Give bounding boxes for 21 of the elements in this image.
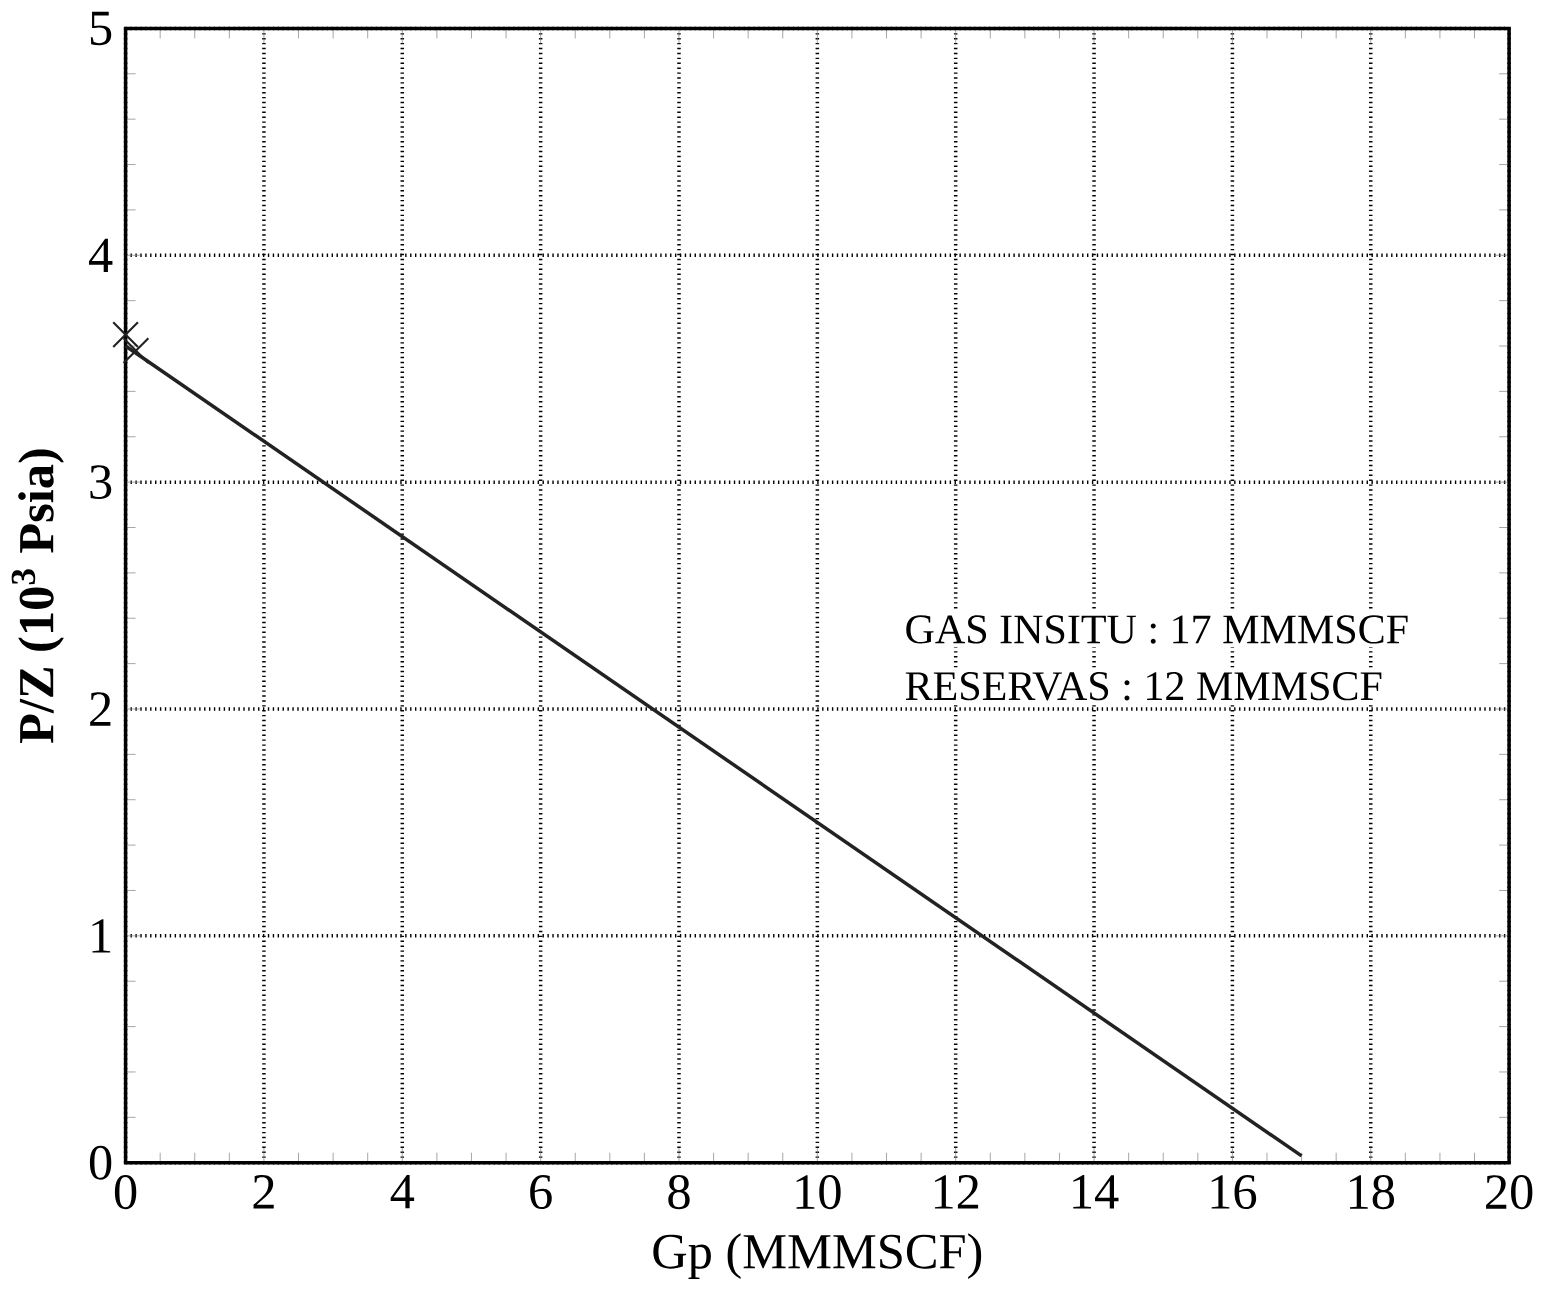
x-tick-label: 2 [253, 1175, 274, 1209]
y-tick-label: 5 [90, 11, 112, 46]
x-tick-label: 6 [530, 1175, 552, 1210]
y-tick-label: 0 [89, 1145, 112, 1180]
y-axis-title: P/Z (10$^{3}$ Psia) [11, 449, 64, 744]
x-tick-label: 0 [114, 1175, 137, 1210]
y-tick-label: 4 [88, 238, 113, 273]
x-tick-label: 18 [1349, 1175, 1395, 1210]
x-tick-label: 4 [390, 1175, 415, 1209]
annotation: GAS INSITU : 17 MMMSCF [906, 615, 1408, 644]
x-tick-label: 20 [1486, 1175, 1533, 1210]
y-tick-label: 3 [90, 465, 112, 500]
x-tick-label: 14 [1073, 1175, 1119, 1209]
x-tick-label: 10 [796, 1175, 841, 1210]
y-tick-label: 2 [90, 692, 111, 726]
x-tick-label: 12 [934, 1175, 979, 1209]
x-tick-label: 8 [668, 1175, 690, 1210]
x-axis-title: Gp (MMMSCF) [653, 1233, 982, 1280]
y-tick-label: 1 [92, 919, 111, 953]
x-tick-label: 16 [1211, 1175, 1257, 1210]
annotation: RESERVAS : 12 MMMSCF [905, 672, 1382, 701]
